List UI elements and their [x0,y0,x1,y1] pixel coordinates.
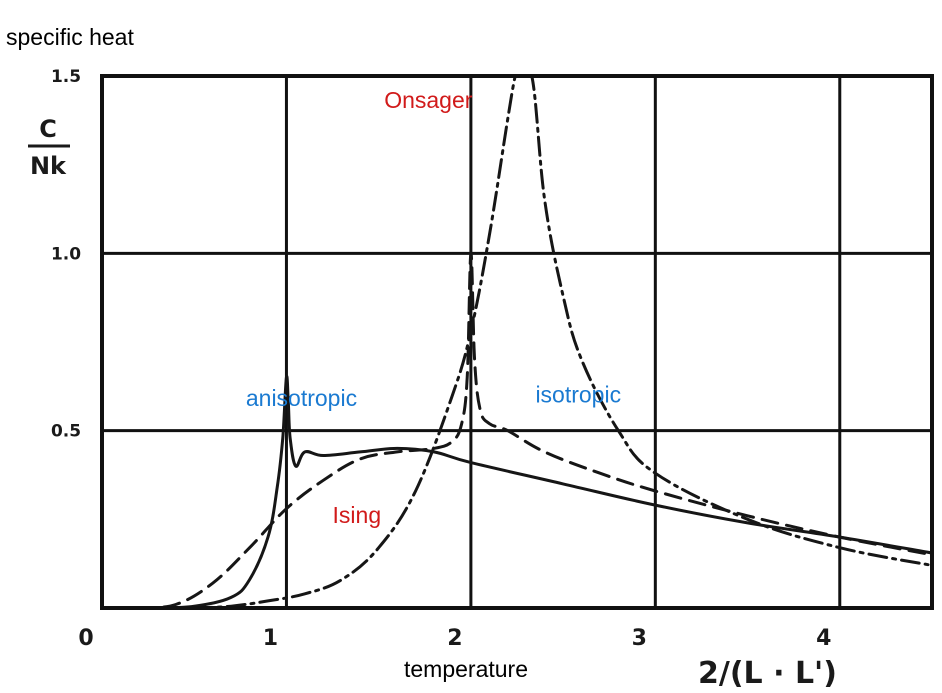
x-axis-label: temperature [404,656,528,682]
annotations: Onsager anisotropic isotropic Ising [246,87,621,528]
plot-frame [100,74,934,610]
tick-labels: 0 1 2 3 4 0.5 1.0 1.5 [51,67,831,651]
y-tick-label-1.5: 1.5 [51,67,81,87]
chart-title: specific heat [6,24,134,50]
series-line-anisotropic [155,374,932,608]
x-tick-label-4: 4 [816,626,831,651]
annotation-ising: Ising [333,502,382,528]
y-axis-label-numerator: C [39,115,57,143]
series-line-Ising [137,251,932,608]
x-axis-formula-label: 2/(L · L') [698,656,837,691]
annotation-isotropic: isotropic [535,381,621,407]
y-axis-label-denominator: Nk [30,152,67,180]
series-line-isotropic [192,76,932,608]
x-tick-label-3: 3 [632,626,647,651]
grid [102,76,932,608]
series-lines [137,76,932,608]
x-tick-label-0: 0 [78,626,93,651]
annotation-onsager: Onsager [384,87,473,113]
y-tick-label-0.5: 0.5 [51,422,81,442]
y-tick-label-1.0: 1.0 [51,244,81,264]
x-tick-label-1: 1 [263,626,278,651]
x-tick-label-2: 2 [447,626,462,651]
annotation-anisotropic: anisotropic [246,385,357,411]
